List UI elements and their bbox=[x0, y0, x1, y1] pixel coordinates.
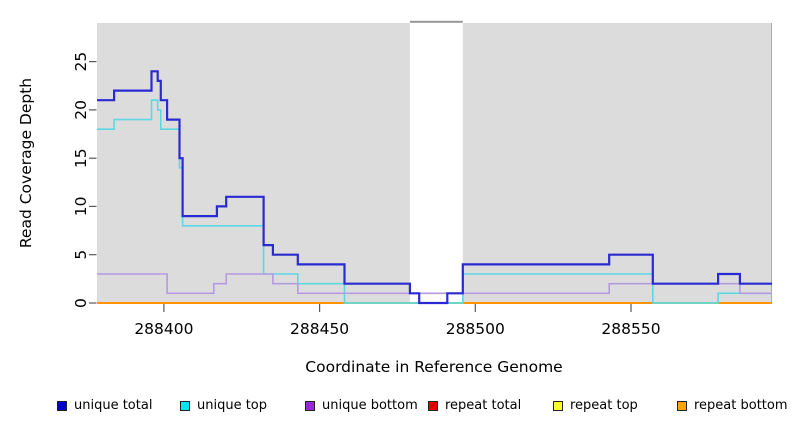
y-tick-label: 15 bbox=[72, 148, 90, 168]
series-line-unique-total bbox=[97, 70, 772, 305]
y-tick-label: 10 bbox=[72, 197, 90, 217]
x-axis-title: Coordinate in Reference Genome bbox=[305, 358, 563, 376]
x-tick-label: 288550 bbox=[601, 320, 660, 338]
no-data-gap-top-border bbox=[409, 20, 463, 23]
y-axis-title: Read Coverage Depth bbox=[17, 77, 35, 249]
x-tick-label: 288400 bbox=[134, 320, 193, 338]
y-tick-label: 0 bbox=[72, 298, 90, 308]
y-tick-label: 25 bbox=[72, 52, 90, 72]
x-tick-label: 288500 bbox=[446, 320, 505, 338]
y-tick-label: 5 bbox=[72, 250, 90, 260]
y-tick-label: 20 bbox=[72, 100, 90, 120]
series-line-unique-top bbox=[97, 99, 772, 304]
plot-background bbox=[462, 23, 772, 303]
x-tick-label: 288450 bbox=[290, 320, 349, 338]
plot-background bbox=[97, 23, 410, 303]
